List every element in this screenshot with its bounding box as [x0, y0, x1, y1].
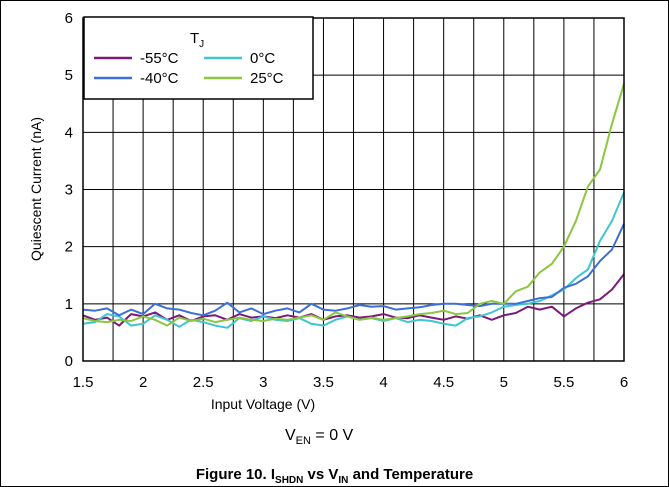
legend-label: -55°C	[140, 50, 179, 67]
figure-caption: Figure 10. ISHDN vs VIN and Temperature	[0, 466, 669, 486]
x-tick-label: 1.5	[73, 374, 94, 391]
x-tick-label: 4.5	[433, 374, 454, 391]
y-tick-label: 3	[65, 182, 73, 199]
grid	[83, 18, 624, 361]
caption-middle: vs V	[303, 466, 339, 483]
legend-title-main: T	[190, 30, 199, 47]
y-tick-label: 1	[65, 296, 73, 313]
chart: 1.5 2 2.5 3 3.5 4 4.5 5 5.5 6 0 1 2 3 4 5 6 Input Voltag…	[28, 10, 629, 447]
annotation-main: V	[285, 427, 296, 444]
series-line	[82, 223, 625, 317]
legend-title-sub: J	[199, 39, 204, 50]
y-tick-label: 2	[65, 239, 73, 256]
caption-prefix: Figure 10. I	[195, 466, 276, 483]
tick-labels: 1.5 2 2.5 3 3.5 4 4.5 5 5.5 6 0 1 2 3 4 5 6	[65, 10, 629, 391]
x-tick-label: 5.5	[553, 374, 574, 391]
x-tick-label: 4	[379, 374, 387, 391]
series-line	[82, 83, 625, 327]
y-tick-label: 6	[65, 10, 73, 27]
x-tick-label: 2.5	[193, 374, 214, 391]
x-tick-label: 2	[139, 374, 147, 391]
annotation-rest: = 0 V	[311, 427, 354, 444]
legend-box	[83, 16, 314, 100]
x-tick-label: 5	[500, 374, 508, 391]
legend-items: -55°C 0°C -40°C 25°C	[94, 50, 284, 87]
annotation-sub: EN	[296, 435, 311, 447]
condition-annotation: VEN = 0 V	[285, 427, 354, 447]
x-tick-label: 3.5	[313, 374, 334, 391]
legend-label: 25°C	[250, 70, 284, 87]
legend-label: -40°C	[140, 70, 179, 87]
series-layer	[82, 83, 625, 329]
x-tick-label: 3	[259, 374, 267, 391]
legend: TJ -55°C 0°C -40°C 25°C	[83, 16, 314, 100]
y-tick-label: 5	[65, 67, 73, 84]
x-axis-label: Input Voltage (V)	[211, 396, 315, 412]
plot-border	[82, 17, 625, 362]
y-tick-label: 4	[65, 124, 73, 141]
y-axis-label: Quiescent Current (nA)	[28, 117, 44, 261]
legend-label: 0°C	[250, 50, 275, 67]
caption-suffix: and Temperature	[348, 466, 474, 483]
caption-sub-shdn: SHDN	[275, 475, 304, 486]
series-line	[82, 273, 625, 327]
x-tick-label: 6	[620, 374, 628, 391]
legend-title: TJ	[190, 30, 204, 50]
caption-sub-in: IN	[338, 475, 349, 486]
y-tick-label: 0	[65, 353, 73, 370]
